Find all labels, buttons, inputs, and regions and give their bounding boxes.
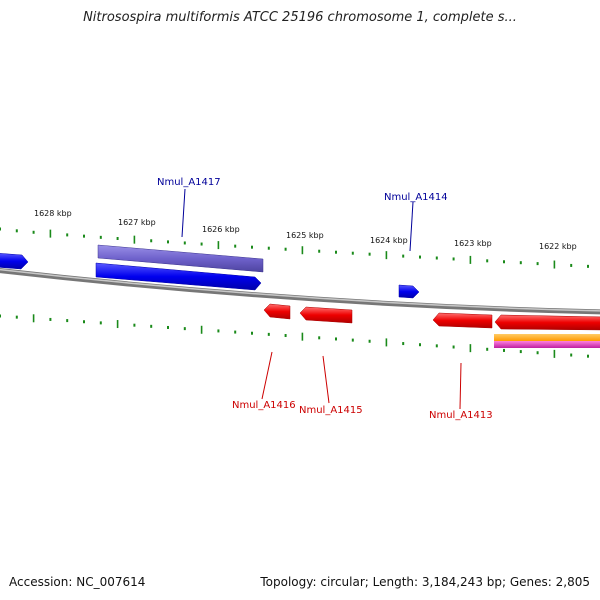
- reverse-gene-nmul-a1416[interactable]: [263, 303, 291, 320]
- forward-gene-nmul-a1417-outer[interactable]: [97, 244, 264, 273]
- chromosome-backbone-highlight: [0, 268, 600, 312]
- leader-nmul-a1413: [459, 362, 462, 410]
- accession-text: Accession: NC_007614: [9, 575, 146, 589]
- leader-nmul-a1417: [181, 188, 186, 238]
- kbp-label: 1625 kbp: [286, 231, 324, 240]
- kbp-label: 1623 kbp: [454, 239, 492, 248]
- lower-tick-track: [0, 314, 589, 358]
- leader-nmul-a1415: [322, 355, 330, 404]
- forward-gene-nmul-a1417-inner[interactable]: [95, 262, 262, 291]
- kbp-label: 1626 kbp: [202, 225, 240, 234]
- topology-text: Topology: circular; Length: 3,184,243 bp…: [260, 575, 590, 589]
- reverse-gene-nmul-a1413[interactable]: [432, 312, 493, 329]
- gene-label-nmul-a1416[interactable]: Nmul_A1416: [232, 400, 296, 411]
- kbp-label: 1624 kbp: [370, 236, 408, 245]
- gene-label-nmul-a1415[interactable]: Nmul_A1415: [299, 405, 363, 416]
- magenta-feature[interactable]: [494, 341, 600, 348]
- gene-label-nmul-a1413[interactable]: Nmul_A1413: [429, 410, 493, 421]
- kbp-label: 1622 kbp: [539, 242, 577, 251]
- upper-tick-track: [0, 227, 589, 269]
- chromosome-backbone: [0, 268, 600, 315]
- kbp-scale-labels: 1628 kbp 1627 kbp 1626 kbp 1625 kbp 1624…: [34, 209, 577, 251]
- orange-feature[interactable]: [494, 334, 600, 341]
- leader-nmul-a1416: [261, 351, 273, 400]
- reverse-gene-long[interactable]: [494, 314, 600, 331]
- map-title: Nitrosospira multiformis ATCC 25196 chro…: [83, 10, 517, 25]
- gene-label-nmul-a1414[interactable]: Nmul_A1414: [384, 192, 448, 203]
- kbp-label: 1627 kbp: [118, 218, 156, 227]
- label-leaders: [181, 188, 462, 410]
- forward-gene-arrow[interactable]: [0, 253, 29, 270]
- reverse-genes: [263, 303, 600, 348]
- forward-gene-nmul-a1414[interactable]: [398, 284, 420, 299]
- gene-label-nmul-a1417[interactable]: Nmul_A1417: [157, 177, 221, 188]
- reverse-gene-nmul-a1415[interactable]: [299, 306, 353, 324]
- forward-genes: [0, 244, 420, 299]
- kbp-label: 1628 kbp: [34, 209, 72, 218]
- leader-nmul-a1414: [409, 201, 414, 252]
